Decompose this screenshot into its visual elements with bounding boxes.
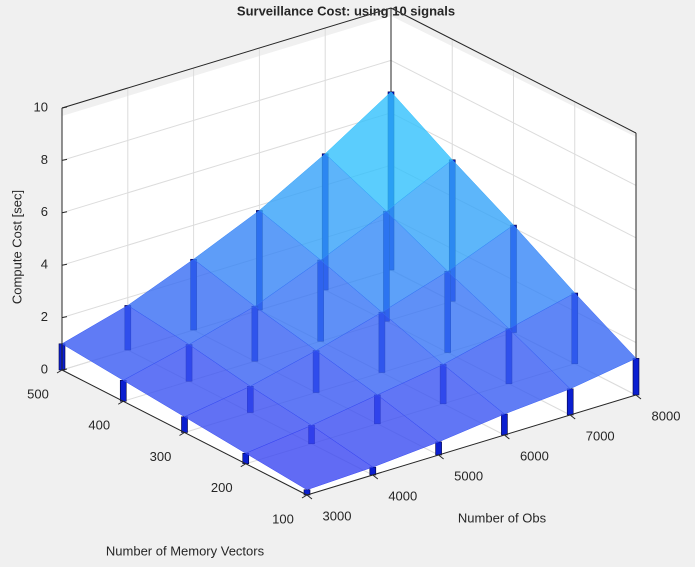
x-tick [504, 434, 510, 440]
z-tick-label: 4 [41, 257, 48, 272]
bar [566, 388, 574, 416]
x-tick [438, 454, 444, 460]
z-tick [61, 158, 68, 161]
z-tick-label: 6 [41, 204, 48, 219]
y-tick [301, 494, 308, 499]
x-tick-label: 4000 [388, 488, 417, 503]
z-axis-label: Compute Cost [sec] [9, 190, 24, 304]
x-tick-label: 5000 [454, 468, 483, 483]
grid-line [61, 112, 392, 214]
y-tick [240, 463, 247, 468]
z-tick [61, 263, 68, 266]
axis-box-edge [390, 7, 637, 134]
x-axis [306, 394, 637, 496]
x-tick-label: 7000 [586, 428, 615, 443]
x-tick-label: 8000 [652, 408, 681, 423]
z-tick-label: 0 [41, 361, 48, 376]
grid-line [390, 59, 637, 186]
z-tick [61, 368, 68, 371]
bar [119, 379, 127, 402]
bar [181, 416, 188, 433]
y-tick-label: 500 [27, 386, 49, 401]
z-tick-label: 2 [41, 309, 48, 324]
x-tick-label: 3000 [323, 508, 352, 523]
x-tick [306, 494, 313, 500]
x-tick [372, 474, 379, 480]
y-tick-label: 200 [211, 480, 233, 495]
axis-box-edge [61, 7, 392, 109]
chart-title: Surveillance Cost: using 10 signals [237, 3, 455, 18]
z-tick [61, 211, 68, 214]
x-tick-label: 6000 [520, 448, 549, 463]
bar [435, 441, 442, 456]
bar [501, 413, 508, 436]
grid-line [61, 59, 392, 161]
z-tick [61, 316, 68, 319]
y-tick-label: 300 [150, 449, 172, 464]
y-tick [117, 400, 124, 405]
z-tick-label: 8 [41, 152, 48, 167]
bar [632, 358, 640, 396]
z-tick [61, 106, 68, 109]
x-axis-label: Number of Obs [458, 510, 547, 525]
bar [369, 466, 377, 476]
grid-line [390, 112, 637, 239]
y-tick-label: 100 [272, 511, 294, 526]
y-tick [56, 369, 63, 374]
y-tick [179, 432, 185, 436]
surface-patch [245, 425, 374, 491]
y-tick-label: 400 [88, 418, 110, 433]
z-tick-label: 10 [34, 99, 48, 114]
x-tick [635, 394, 642, 400]
x-tick [569, 414, 576, 420]
y-axis-label: Number of Memory Vectors [106, 543, 265, 558]
